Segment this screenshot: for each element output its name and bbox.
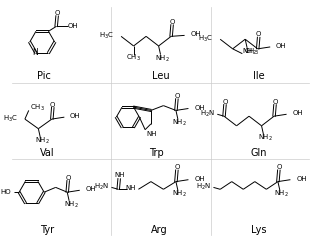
Text: OH: OH [190, 31, 201, 38]
Text: O: O [169, 19, 175, 25]
Text: NH$_2$: NH$_2$ [172, 189, 187, 199]
Text: OH: OH [194, 105, 205, 111]
Text: NH$_2$: NH$_2$ [35, 136, 50, 146]
Text: Arg: Arg [151, 225, 168, 235]
Text: H$_2$N: H$_2$N [196, 182, 212, 192]
Text: Trp: Trp [149, 148, 164, 158]
Text: OH: OH [292, 110, 303, 116]
Text: CH$_3$: CH$_3$ [126, 53, 141, 63]
Text: NH$_2$: NH$_2$ [274, 189, 289, 199]
Text: O: O [66, 175, 71, 181]
Text: NH$_2$: NH$_2$ [64, 200, 79, 210]
Text: O: O [54, 10, 60, 16]
Text: H$_2$N: H$_2$N [200, 109, 215, 119]
Text: OH: OH [67, 23, 78, 30]
Text: NH: NH [114, 172, 124, 178]
Text: O: O [174, 164, 180, 170]
Text: OH: OH [276, 43, 287, 49]
Text: Tyr: Tyr [40, 225, 54, 235]
Text: N: N [32, 48, 38, 57]
Text: H$_3$C: H$_3$C [3, 114, 18, 124]
Text: OH: OH [194, 176, 205, 182]
Text: O: O [50, 102, 56, 108]
Text: O: O [222, 99, 228, 105]
Text: NH: NH [125, 185, 136, 191]
Text: Lys: Lys [251, 225, 266, 235]
Text: O: O [256, 31, 261, 38]
Text: CH$_3$: CH$_3$ [244, 47, 259, 57]
Text: H$_3$C: H$_3$C [99, 31, 115, 41]
Text: H$_3$C: H$_3$C [198, 34, 213, 44]
Text: NH$_2$: NH$_2$ [241, 47, 256, 57]
Text: OH: OH [85, 186, 96, 192]
Text: Leu: Leu [152, 71, 169, 81]
Text: NH$_2$: NH$_2$ [172, 118, 187, 128]
Text: Ile: Ile [253, 71, 265, 81]
Text: O: O [276, 164, 281, 170]
Text: O: O [174, 93, 180, 99]
Text: OH: OH [296, 176, 307, 182]
Text: OH: OH [70, 113, 81, 119]
Text: H$_2$N: H$_2$N [95, 182, 110, 192]
Text: NH$_2$: NH$_2$ [258, 133, 273, 144]
Text: Gln: Gln [251, 148, 267, 158]
Text: NH$_2$: NH$_2$ [155, 53, 170, 64]
Text: O: O [272, 99, 278, 105]
Text: HO: HO [1, 189, 12, 195]
Text: CH$_3$: CH$_3$ [30, 102, 45, 113]
Text: NH: NH [146, 131, 157, 137]
Text: Val: Val [40, 148, 54, 158]
Text: Pic: Pic [37, 71, 51, 81]
